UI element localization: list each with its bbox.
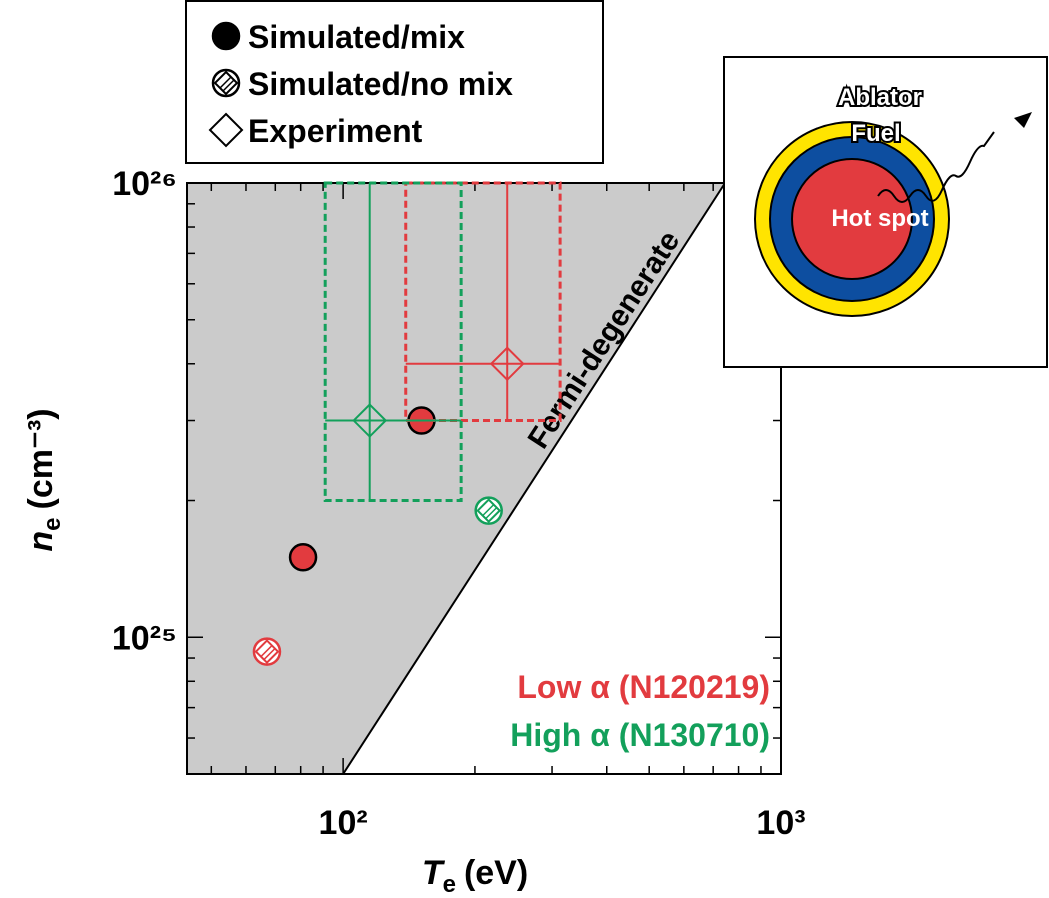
marker-hatch (219, 76, 232, 89)
marker-ring-diamond (211, 68, 241, 98)
hot-spot (791, 158, 913, 280)
marker-filled-circle (288, 543, 318, 572)
arrow-head (1014, 112, 1032, 128)
fermi-boundary (342, 182, 726, 775)
y-unit: (cm⁻³) (22, 408, 60, 509)
x-unit: (eV) (464, 854, 528, 892)
marker-diamond (208, 112, 244, 148)
y-subscript: e (39, 517, 66, 530)
x-symbol: T (422, 854, 446, 892)
marker-hatch (222, 79, 235, 92)
fermi-degenerate-region (187, 183, 726, 774)
uncertainty-box (404, 181, 562, 423)
annotation: Low α (N120219) (517, 669, 770, 705)
legend-box (185, 0, 604, 164)
uncertainty-box (323, 181, 463, 503)
y-tick-label: 10²⁵ (112, 619, 177, 657)
marker-diamond (489, 346, 525, 382)
marker-circle (211, 21, 241, 51)
y-tick-label: 10²⁶ (112, 165, 177, 203)
marker-hatch (263, 648, 276, 661)
x-tick-label: 10³ (756, 804, 805, 842)
y-axis-label: ne (cm⁻³) (22, 408, 66, 551)
marker-filled-circle (211, 21, 241, 51)
marker-diamond (352, 403, 388, 438)
y-symbol: n (22, 531, 60, 552)
marker-diamond (352, 403, 388, 438)
marker-hatch (482, 504, 495, 517)
marker-ring-diamond (474, 496, 503, 525)
marker-inner-diamond (213, 70, 239, 96)
legend-label: Simulated/no mix (248, 66, 513, 102)
marker-hatch (485, 507, 498, 520)
fuel-label: Fuel (851, 120, 900, 147)
marker-diamond (208, 112, 244, 148)
legend-label: Simulated/mix (248, 19, 465, 55)
x-tick-label: 10² (319, 804, 368, 842)
escape-path (877, 131, 995, 203)
marker-hatch (260, 645, 273, 658)
legend-label: Experiment (248, 113, 423, 149)
inset: Ablator Fuel Hot spot (723, 56, 1048, 368)
marker-diamond (489, 346, 525, 382)
x-axis-label: Te (eV) (422, 854, 528, 898)
marker-inner-diamond (476, 498, 502, 524)
marker-circle (288, 543, 318, 572)
marker-inner-diamond (254, 639, 280, 664)
marker-ring-diamond (252, 637, 282, 666)
annotation: High α (N130710) (510, 717, 770, 753)
ablator-label: Ablator (838, 84, 922, 111)
hot-spot-label: Hot spot (831, 205, 928, 232)
x-subscript: e (443, 871, 456, 898)
